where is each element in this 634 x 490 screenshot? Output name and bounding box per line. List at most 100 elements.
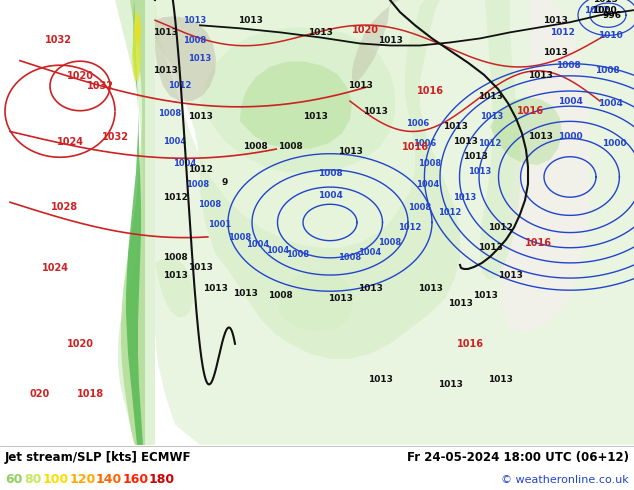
Text: 1012: 1012: [168, 81, 191, 91]
Text: 1012: 1012: [188, 166, 212, 174]
Text: 140: 140: [96, 473, 122, 487]
Text: 1024: 1024: [56, 137, 84, 147]
Polygon shape: [240, 62, 352, 148]
Text: 1004: 1004: [173, 159, 197, 168]
Text: 1004: 1004: [557, 97, 583, 106]
Text: 1013: 1013: [188, 54, 212, 63]
Text: Fr 24-05-2024 18:00 UTC (06+12): Fr 24-05-2024 18:00 UTC (06+12): [407, 451, 629, 465]
Text: 1032: 1032: [44, 35, 72, 46]
Text: 1016: 1016: [524, 238, 552, 247]
Polygon shape: [155, 0, 460, 359]
Polygon shape: [200, 27, 395, 174]
Text: 020: 020: [30, 390, 50, 399]
Text: 1010: 1010: [598, 31, 623, 40]
Text: 1008: 1008: [339, 253, 361, 262]
Text: 1013: 1013: [481, 112, 503, 121]
Polygon shape: [155, 0, 216, 101]
Text: 1013: 1013: [418, 284, 443, 293]
Text: 1013: 1013: [153, 28, 178, 37]
Text: 1032: 1032: [101, 131, 129, 142]
Text: 1004: 1004: [164, 137, 186, 146]
Text: 1013: 1013: [307, 28, 332, 37]
Text: 1008: 1008: [555, 61, 580, 70]
Text: 1013: 1013: [337, 147, 363, 156]
Text: 60: 60: [5, 473, 22, 487]
Text: 1013: 1013: [453, 193, 477, 202]
Polygon shape: [480, 0, 521, 280]
Text: 1004: 1004: [247, 240, 269, 249]
Text: 1008: 1008: [228, 233, 252, 242]
Text: 1013: 1013: [448, 299, 472, 308]
Polygon shape: [155, 0, 634, 445]
Text: 1013: 1013: [443, 122, 467, 131]
Text: 1006: 1006: [406, 119, 430, 128]
Text: 1013: 1013: [527, 72, 552, 80]
Text: 1013: 1013: [593, 0, 618, 4]
Text: 1013: 1013: [488, 375, 512, 384]
Text: 1013: 1013: [358, 284, 382, 293]
Text: 1008: 1008: [595, 66, 619, 75]
Text: 100: 100: [43, 473, 69, 487]
Text: 1013: 1013: [453, 137, 477, 146]
Text: 1013: 1013: [378, 36, 403, 45]
Text: 1004: 1004: [417, 179, 439, 189]
Text: 1008: 1008: [186, 179, 210, 189]
Text: 1013: 1013: [162, 270, 188, 279]
Text: 1000: 1000: [602, 139, 626, 148]
Text: 1013: 1013: [477, 243, 502, 252]
Text: 1012: 1012: [488, 223, 512, 232]
Text: 1013: 1013: [153, 66, 178, 75]
Polygon shape: [490, 97, 562, 165]
Text: 1013: 1013: [437, 380, 462, 389]
Polygon shape: [115, 0, 155, 445]
Polygon shape: [121, 0, 145, 445]
Text: 1016: 1016: [456, 339, 484, 349]
Text: 1008: 1008: [318, 170, 342, 178]
Polygon shape: [136, 12, 141, 46]
Text: 1013: 1013: [238, 16, 262, 24]
Text: 9: 9: [222, 177, 228, 187]
Text: 1012: 1012: [398, 223, 422, 232]
Polygon shape: [132, 10, 141, 81]
Text: 1013: 1013: [233, 289, 257, 298]
Text: 1013: 1013: [543, 48, 567, 57]
Text: 1013: 1013: [498, 270, 522, 279]
Text: 1012: 1012: [550, 28, 574, 37]
Text: 1008: 1008: [418, 159, 441, 168]
Polygon shape: [502, 0, 590, 332]
Text: 1013: 1013: [477, 92, 502, 100]
Text: 1024: 1024: [41, 263, 68, 273]
Text: 1020: 1020: [67, 71, 93, 81]
Text: 1013: 1013: [302, 112, 327, 121]
Text: 1008: 1008: [278, 142, 302, 151]
Text: 120: 120: [70, 473, 96, 487]
Polygon shape: [126, 0, 143, 445]
Text: 1008: 1008: [408, 203, 432, 212]
Polygon shape: [155, 257, 193, 318]
Polygon shape: [279, 271, 353, 332]
Text: 1012: 1012: [583, 5, 609, 15]
Text: 1016: 1016: [417, 86, 444, 96]
Text: 1013: 1013: [188, 264, 212, 272]
Text: 80: 80: [24, 473, 41, 487]
Text: 1028: 1028: [51, 202, 79, 212]
Text: 1013: 1013: [463, 152, 488, 161]
Text: 1008: 1008: [158, 109, 181, 118]
Text: 1013: 1013: [188, 112, 212, 121]
Text: 1008: 1008: [378, 238, 401, 247]
Text: 1020: 1020: [351, 25, 378, 35]
Text: 1013: 1013: [469, 168, 491, 176]
Text: 1004: 1004: [598, 98, 623, 108]
Text: 1016: 1016: [401, 142, 429, 151]
Text: 1004: 1004: [318, 191, 342, 199]
Text: 1008: 1008: [183, 36, 207, 45]
Text: 1013: 1013: [527, 132, 552, 141]
Text: 1000: 1000: [558, 132, 582, 141]
Text: 1004: 1004: [266, 246, 290, 255]
Text: 1032: 1032: [86, 81, 113, 91]
Text: 1012: 1012: [478, 139, 501, 148]
Text: 1004: 1004: [358, 248, 382, 257]
Text: 1016: 1016: [517, 106, 543, 116]
Text: 1001: 1001: [209, 220, 231, 229]
Text: 1008: 1008: [287, 250, 309, 259]
